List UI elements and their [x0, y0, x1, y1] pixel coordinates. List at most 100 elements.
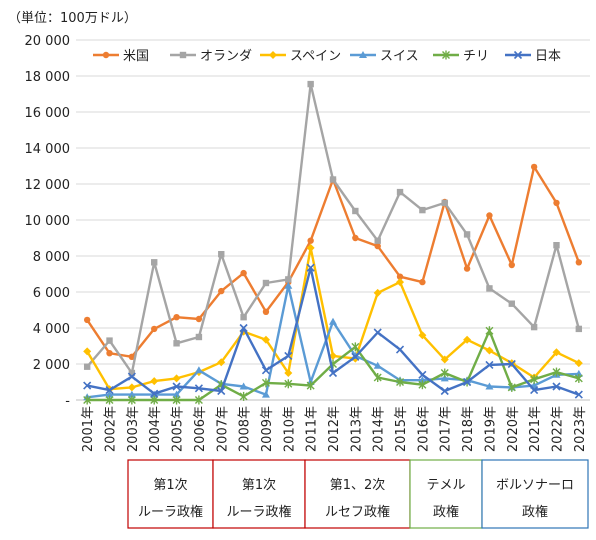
- legend-label: チリ: [463, 49, 489, 64]
- data-point: [508, 261, 515, 269]
- legend: 米国 オランダ スペイン スイス チリ 日本: [93, 49, 561, 64]
- data-point: [172, 390, 181, 398]
- data-point: [329, 176, 337, 183]
- data-point: [373, 288, 382, 297]
- data-point: [463, 231, 471, 238]
- data-point: [574, 373, 583, 383]
- series-5: [83, 263, 583, 399]
- x-tick-label: 2014年: [372, 406, 387, 452]
- data-point-stroke: [150, 389, 159, 398]
- x-tick-label: 2001年: [81, 406, 96, 452]
- y-tick-label: 6 000: [33, 286, 70, 301]
- data-point: [552, 367, 561, 377]
- data-point: [150, 377, 159, 386]
- data-point: [395, 345, 405, 354]
- legend-marker: [179, 51, 187, 59]
- data-point: [419, 278, 426, 286]
- data-point: [239, 391, 248, 401]
- data-point: [172, 382, 181, 391]
- legend-marker: [102, 51, 110, 59]
- data-point: [105, 386, 114, 395]
- data-point: [553, 242, 560, 249]
- data-point: [128, 369, 136, 377]
- data-point: [217, 386, 226, 396]
- administration-name-line2: 政権: [433, 504, 459, 520]
- data-point: [284, 379, 293, 389]
- administration-name-line1: テメル: [426, 478, 465, 493]
- legend-label: スペイン: [290, 49, 341, 64]
- data-point-stroke: [83, 381, 92, 390]
- data-point-stroke: [530, 386, 539, 395]
- data-point: [127, 383, 136, 392]
- x-tick-label: 2020年: [506, 406, 521, 452]
- x-tick-label: 2003年: [126, 406, 141, 452]
- legend-label: スイス: [380, 49, 419, 64]
- data-point-stroke: [217, 386, 226, 396]
- data-point: [574, 369, 583, 377]
- data-point: [373, 361, 382, 369]
- data-point: [396, 273, 404, 280]
- data-point: [195, 315, 203, 323]
- y-tick-label: 8 000: [33, 250, 70, 265]
- y-tick-label: 16 000: [25, 106, 71, 121]
- legend-item: 日本: [505, 49, 561, 64]
- data-point: [239, 382, 248, 390]
- data-point: [440, 355, 449, 364]
- data-point: [530, 374, 539, 384]
- data-point: [485, 382, 494, 390]
- data-point: [106, 350, 113, 357]
- administration-box-border: [409, 459, 483, 529]
- administration-name-line1: 第1次: [242, 477, 276, 493]
- legend-item: オランダ: [170, 49, 252, 64]
- data-point: [240, 314, 247, 321]
- y-tick-label: 4 000: [33, 322, 70, 337]
- data-point: [530, 163, 538, 171]
- y-axis-ticks: 20 000 18 000 16 000 14 000 12 000 10 000 8 00…: [25, 34, 71, 409]
- data-point: [195, 333, 203, 341]
- data-point: [441, 199, 448, 207]
- data-point: [440, 386, 449, 396]
- data-point: [575, 325, 583, 333]
- data-point: [194, 384, 203, 393]
- administration-name-line1: 第1次: [153, 477, 187, 493]
- data-point: [530, 386, 539, 395]
- data-point: [329, 317, 337, 325]
- data-point-stroke: [440, 386, 449, 396]
- legend-label: 米国: [123, 49, 149, 64]
- unit-label: （単位：100万ドル）: [8, 10, 137, 26]
- data-point: [83, 347, 92, 356]
- data-point: [486, 285, 493, 292]
- data-point: [284, 351, 293, 360]
- data-point: [150, 395, 159, 405]
- administration-name-line1: 第1、2次: [330, 477, 386, 493]
- data-point: [374, 237, 381, 244]
- y-tick-label: 2 000: [33, 358, 70, 373]
- data-point: [83, 395, 92, 405]
- data-point: [418, 331, 427, 340]
- data-point: [306, 381, 315, 391]
- data-point: [261, 366, 271, 375]
- administration-name-line1: ボルソナーロ: [496, 478, 574, 493]
- data-point: [218, 251, 225, 258]
- data-point-stroke: [105, 386, 114, 395]
- data-point: [552, 348, 561, 357]
- data-point: [508, 300, 515, 307]
- data-point: [262, 308, 270, 315]
- data-point: [172, 395, 181, 405]
- data-point: [440, 368, 449, 378]
- y-tick-label: 10 000: [25, 214, 71, 229]
- legend-label: 日本: [535, 49, 561, 64]
- data-point: [173, 314, 180, 321]
- data-point: [463, 265, 471, 272]
- legend-marker: [359, 51, 367, 58]
- data-point: [530, 323, 538, 331]
- legend-label: オランダ: [200, 49, 252, 64]
- data-point: [419, 206, 426, 214]
- y-tick-label: -: [65, 394, 70, 409]
- administration-name-line2: ルセフ政権: [325, 504, 390, 520]
- data-point: [373, 328, 382, 337]
- administration-name-line2: ルーラ政権: [226, 504, 291, 520]
